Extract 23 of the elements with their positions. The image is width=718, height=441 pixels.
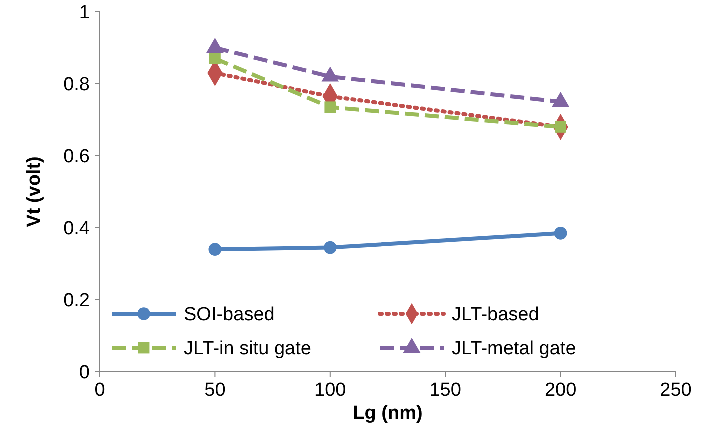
legend-label: JLT-metal gate [452,338,576,360]
point [210,53,221,64]
y-tick-label: 1 [79,2,90,24]
x-tick-label: 150 [430,380,462,401]
x-axis-title: Lg (nm) [353,403,423,424]
legend-label: JLT-based [452,304,540,326]
legend-label: JLT-in situ gate [184,338,312,360]
point [324,102,336,114]
point [324,241,337,254]
y-tick-label: 0.8 [64,74,90,96]
y-tick-label: 0.4 [64,218,90,240]
y-axis-title: Vt (volt) [24,156,45,228]
y-tick-label: 0.6 [64,146,90,168]
x-tick-label: 200 [544,380,577,401]
x-tick-label: 250 [660,380,692,401]
point [208,243,222,256]
y-tick-label: 0.2 [64,290,90,312]
x-tick-label: 50 [204,380,226,401]
point [554,226,568,240]
x-tick-label: 100 [314,380,346,401]
y-tick-label: 0 [79,362,90,384]
legend-label: SOI-based [184,304,275,326]
x-tick-label: 0 [94,380,106,401]
